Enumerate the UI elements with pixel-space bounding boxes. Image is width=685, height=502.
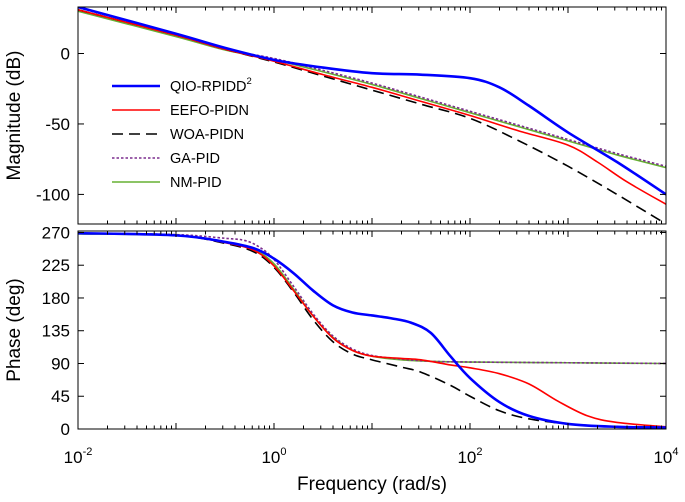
phase-ytick-label: 135 <box>42 322 70 341</box>
magnitude-ytick-label: 0 <box>61 45 70 64</box>
xtick-label: 10-2 <box>64 446 93 467</box>
phase-ytick-label: 270 <box>42 223 70 242</box>
magnitude-curve-nm <box>78 10 666 169</box>
phase-ylabel: Phase (deg) <box>4 278 25 382</box>
phase-ytick-label: 45 <box>51 387 70 406</box>
phase-curve-qio <box>78 231 666 429</box>
legend-label-qio: QIO-RPIDD2 <box>170 76 252 95</box>
xtick-label: 104 <box>653 446 678 467</box>
phase-curve-ga <box>78 232 666 365</box>
phase-curve-woa <box>78 232 666 429</box>
magnitude-ytick-label: -50 <box>45 115 70 134</box>
magnitude-ylabel: Magnitude (dB) <box>4 51 25 181</box>
legend-label-nm: NM-PID <box>170 175 222 191</box>
magnitude-curve-eefo <box>78 9 666 205</box>
phase-curve-eefo <box>78 232 666 428</box>
magnitude-curve-woa <box>78 9 666 224</box>
magnitude-ytick-label: -100 <box>36 185 70 204</box>
phase-ytick-label: 0 <box>61 420 70 439</box>
phase-ytick-label: 90 <box>51 354 70 373</box>
magnitude-curve-qio <box>78 7 666 196</box>
phase-ytick-label: 225 <box>42 256 70 275</box>
xlabel: Frequency (rad/s) <box>297 474 447 495</box>
xtick-label: 102 <box>457 446 482 467</box>
legend-label-eefo: EEFO-PIDN <box>170 103 249 119</box>
legend-label-woa: WOA-PIDN <box>170 127 244 143</box>
legend-label-ga: GA-PID <box>170 151 220 167</box>
phase-ytick-label: 180 <box>42 289 70 308</box>
xtick-label: 100 <box>261 446 286 467</box>
